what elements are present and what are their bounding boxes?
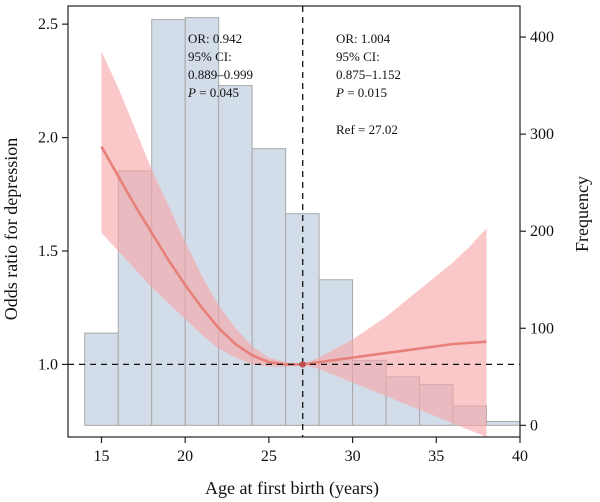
annotation-left-ci: 0.889–0.999 — [188, 67, 253, 82]
histogram-bar-4 — [218, 85, 253, 426]
annotation-right: OR: 1.004 95% CI: 0.875–1.152 P = 0.015 … — [335, 31, 401, 137]
y-right-tick-label-100: 100 — [530, 320, 554, 337]
y-right-tick-label-200: 200 — [530, 223, 554, 240]
x-tick-label-20: 20 — [177, 448, 193, 465]
histogram-bar-12 — [486, 420, 521, 426]
annotation-left-or: OR: 0.942 — [188, 31, 242, 46]
y-left-tick-label-2: 2.0 — [38, 130, 58, 147]
y-right-tick-label-0: 0 — [530, 417, 538, 434]
annotation-right-or: OR: 1.004 — [336, 31, 391, 46]
x-axis-label: Age at first birth (years) — [205, 478, 379, 499]
histogram-bar-5 — [251, 148, 287, 426]
confidence-band-area — [101, 51, 487, 438]
axes: 15 20 25 30 35 40 1.0 1.5 2.0 2.5 0 100 200 300 400 — [38, 5, 554, 465]
y-left-tick-label-2.5: 2.5 — [38, 16, 58, 33]
histogram-bar-0 — [84, 332, 119, 426]
plot-frame — [67, 5, 521, 438]
annotation-right-p: P = 0.015 — [335, 85, 387, 100]
y-left-tick-label-1: 1.0 — [38, 356, 58, 373]
y-right-tick-label-300: 300 — [530, 126, 554, 143]
y-axis-right-label: Frequency — [572, 176, 592, 252]
x-tick-label-25: 25 — [261, 448, 277, 465]
y-axis-left-label: Odds ratio for depression — [1, 138, 21, 320]
confidence-band — [101, 51, 487, 438]
histogram-bar-3 — [184, 17, 220, 426]
annotation-left-ci-label: 95% CI: — [188, 49, 232, 64]
x-tick-label-30: 30 — [345, 448, 361, 465]
reference-point — [299, 361, 306, 368]
annotation-left-p: P = 0.045 — [187, 85, 239, 100]
x-tick-label-35: 35 — [428, 448, 444, 465]
reference-label: Ref = 27.02 — [336, 122, 398, 137]
y-right-tick-label-400: 400 — [530, 29, 554, 46]
annotation-right-ci: 0.875–1.152 — [336, 67, 401, 82]
y-left-tick-label-1.5: 1.5 — [38, 243, 58, 260]
reference-lines — [68, 6, 520, 437]
x-tick-label-15: 15 — [93, 448, 109, 465]
annotation-left: OR: 0.942 95% CI: 0.889–0.999 P = 0.045 — [187, 31, 253, 100]
annotation-right-ci-label: 95% CI: — [336, 49, 380, 64]
x-tick-label-40: 40 — [512, 448, 528, 465]
